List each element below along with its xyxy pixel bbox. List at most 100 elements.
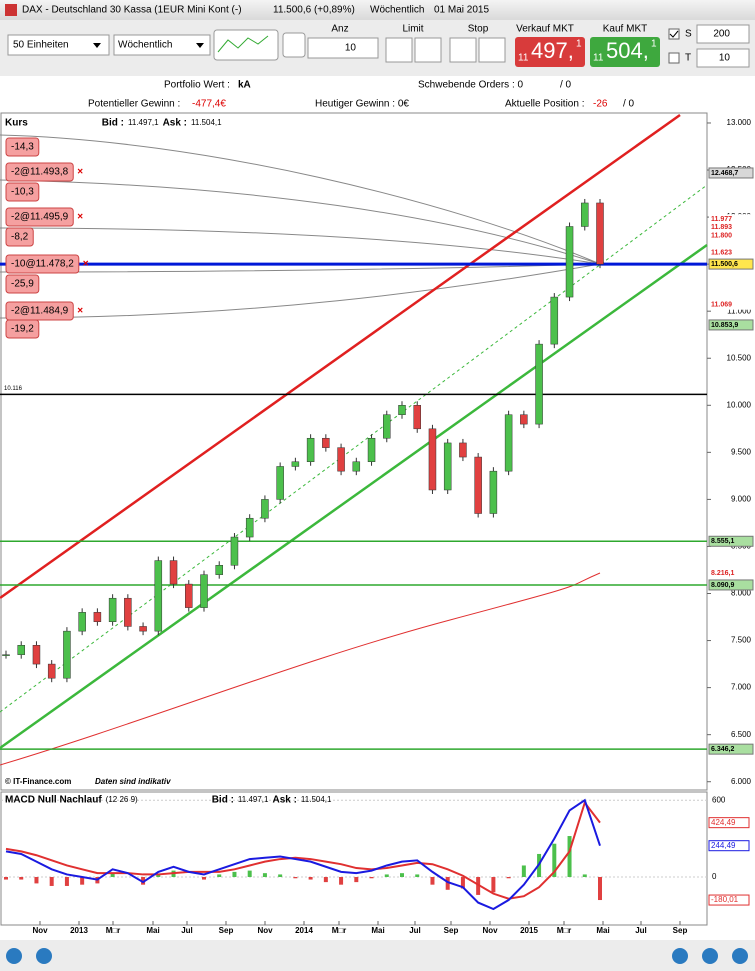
units: 50 Einheiten (13, 40, 69, 51)
x-tick-label: Nov (257, 926, 273, 935)
nav-button[interactable] (672, 948, 688, 964)
candle (535, 343, 543, 425)
y-tick-label: 6.500 (731, 730, 752, 739)
x-tick-label: Mai (371, 926, 384, 935)
x-tick-label: Sep (673, 926, 688, 935)
histogram-bar (460, 876, 465, 889)
histogram-bar (64, 876, 69, 886)
channel-top (0, 113, 681, 600)
candle (581, 202, 589, 227)
s-input[interactable] (696, 24, 750, 44)
histogram-bar (582, 874, 587, 877)
buy-button[interactable] (590, 37, 660, 67)
x-tick-label: Jul (635, 926, 647, 935)
level-tag-label: 244,49 (711, 841, 736, 850)
price: 11.500,6 (+0,89%) (273, 5, 355, 16)
candle (230, 536, 239, 566)
nav-button[interactable] (702, 948, 718, 964)
t-check[interactable] (668, 52, 680, 64)
histogram-bar (567, 836, 572, 877)
trend-lines (0, 113, 708, 766)
histogram-bar (141, 876, 146, 885)
order-tag-label: -19,2 (11, 324, 34, 335)
channel-mid (0, 184, 708, 713)
chart-style[interactable] (213, 29, 279, 61)
histogram-bar (476, 876, 481, 895)
position-total: / 0 (623, 99, 635, 110)
units-select[interactable] (7, 34, 110, 56)
histogram-bar (49, 876, 54, 886)
nav-button[interactable] (6, 948, 22, 964)
candle (550, 296, 559, 345)
sell-label: Verkauf MKT (516, 24, 574, 35)
sell-button[interactable] (515, 37, 585, 67)
stop-buy[interactable] (449, 37, 477, 63)
candle (245, 517, 254, 538)
quote: 11.504,1 (301, 795, 332, 804)
panel-params: (12 26 9) (106, 795, 138, 804)
y-tick-label: 8.000 (731, 589, 752, 598)
x-tick-label: Sep (444, 926, 459, 935)
nav-button[interactable] (36, 948, 52, 964)
level-tag-label: 8.216,1 (711, 570, 734, 577)
y-tick-label: 600 (712, 795, 726, 804)
level-tag-label: 11.069 (711, 302, 732, 309)
order-tag-label: -14,3 (11, 142, 34, 153)
price-panel (0, 112, 708, 791)
histogram-bar (110, 873, 115, 877)
level-tag (708, 579, 754, 591)
candle (276, 466, 284, 500)
limit-sell[interactable] (414, 37, 442, 63)
x-tick-label: M□r (332, 926, 347, 935)
histogram-bar (415, 874, 420, 877)
close-order: × (83, 259, 89, 270)
x-tick-label: M□r (557, 926, 572, 935)
anz: 10 (345, 43, 357, 54)
level-tag (709, 247, 753, 258)
buy-suffix: 1 (651, 39, 657, 50)
s-check[interactable] (668, 28, 680, 40)
limit-buy[interactable] (385, 37, 413, 63)
close-order: × (77, 306, 83, 317)
order-tag (5, 137, 40, 157)
candle (459, 442, 467, 458)
level-tag-label: 10.853,9 (711, 322, 738, 329)
fan-lines (0, 134, 601, 319)
candle (596, 202, 604, 265)
level-tag (708, 817, 750, 829)
candle (291, 461, 300, 467)
x-tick-label: Jul (409, 926, 421, 935)
candle (169, 560, 178, 585)
t-input[interactable] (696, 48, 750, 68)
copyright: © IT-Finance.com (5, 777, 71, 786)
histogram-bar (293, 876, 298, 879)
app-icon (5, 4, 17, 16)
level-tag (709, 230, 753, 241)
x-tick-label: Mai (596, 926, 609, 935)
x-tick-label: Nov (32, 926, 48, 935)
quote: Ask : (163, 118, 187, 129)
y-tick-label: 11.000 (727, 306, 751, 315)
histogram-bar (247, 870, 252, 877)
anz-input[interactable] (307, 37, 379, 59)
period: Wöchentlich (370, 5, 424, 16)
order-tag-label: -8,2 (11, 232, 29, 243)
level-tag-label: 6.346,2 (711, 746, 734, 753)
nav-button[interactable] (732, 948, 748, 964)
histogram-bar (156, 874, 161, 877)
histogram-bar (369, 876, 374, 879)
candle (443, 442, 452, 491)
level-tag (708, 743, 754, 755)
histogram-bar (19, 876, 24, 880)
tool-button[interactable] (282, 32, 306, 58)
stop-sell[interactable] (478, 37, 506, 63)
level-tag (709, 299, 753, 310)
pending: Schwebende Orders : 0 (418, 80, 523, 91)
y-tick-label: 7.500 (731, 636, 752, 645)
interval-select[interactable] (113, 34, 211, 56)
candle (78, 612, 86, 632)
level-label: 10.116 (4, 386, 23, 392)
histogram-bar (384, 874, 389, 877)
quote: Bid : (212, 795, 234, 806)
y-tick-label: 9.000 (731, 495, 752, 504)
